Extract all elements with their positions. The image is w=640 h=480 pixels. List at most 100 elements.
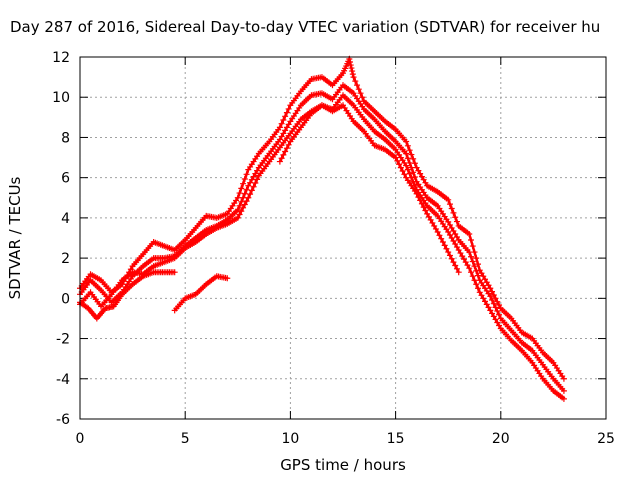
data-point xyxy=(485,304,492,311)
data-point xyxy=(455,269,462,276)
data-point xyxy=(408,151,415,158)
data-point xyxy=(283,109,290,116)
data-point xyxy=(411,160,418,167)
data-point xyxy=(450,259,457,266)
data-point xyxy=(254,167,261,174)
data-point xyxy=(240,204,247,211)
y-tick-label: 8 xyxy=(61,130,70,146)
data-point xyxy=(349,71,356,78)
data-point xyxy=(404,166,411,173)
data-point xyxy=(489,310,496,317)
data-point xyxy=(496,311,503,318)
data-point xyxy=(446,252,453,259)
data-point xyxy=(282,113,289,120)
data-point xyxy=(276,158,283,165)
data-point xyxy=(247,191,254,198)
data-point xyxy=(411,173,418,180)
data-point xyxy=(234,206,241,213)
data-point xyxy=(424,210,431,217)
data-point xyxy=(466,249,473,256)
data-point xyxy=(432,225,439,232)
data-point xyxy=(397,164,404,171)
series-track-1 xyxy=(77,55,567,382)
series-track-4 xyxy=(77,269,178,322)
data-point xyxy=(171,269,178,276)
data-point xyxy=(243,171,250,178)
data-series xyxy=(77,55,567,402)
data-point xyxy=(236,211,243,218)
data-point xyxy=(427,216,434,223)
y-tick-label: 4 xyxy=(61,211,70,227)
data-point xyxy=(280,130,287,137)
data-point xyxy=(415,167,422,174)
data-point xyxy=(436,232,443,239)
series-track-5 xyxy=(171,273,231,314)
data-point xyxy=(434,228,441,235)
data-point xyxy=(280,151,287,158)
data-point xyxy=(471,249,478,256)
data-point xyxy=(283,124,290,131)
data-point xyxy=(420,176,427,183)
data-point xyxy=(438,235,445,242)
data-point xyxy=(467,253,474,260)
data-point xyxy=(455,247,462,254)
data-point xyxy=(482,298,489,305)
data-point xyxy=(489,297,496,304)
data-point xyxy=(446,221,453,228)
data-point xyxy=(278,155,285,162)
data-point xyxy=(466,265,473,272)
data-point xyxy=(431,222,438,229)
data-point xyxy=(238,185,245,192)
data-point xyxy=(401,171,408,178)
data-point xyxy=(347,59,354,66)
data-point xyxy=(406,170,413,177)
data-point xyxy=(285,121,292,128)
data-point xyxy=(359,94,366,101)
data-point xyxy=(482,276,489,283)
axis-ticks: -6 -4 -2 0 2 4 6 8 10 12 0 5 10 15 20 25 xyxy=(52,50,615,447)
data-point xyxy=(476,289,483,296)
data-point xyxy=(457,250,464,257)
data-point xyxy=(276,124,283,131)
data-point xyxy=(252,180,259,187)
data-point xyxy=(475,285,482,292)
data-point xyxy=(453,244,460,251)
data-point xyxy=(410,178,417,185)
data-point xyxy=(422,179,429,186)
chart-title: Day 287 of 2016, Sidereal Day-to-day VTE… xyxy=(10,18,601,36)
x-axis-label: GPS time / hours xyxy=(280,456,406,474)
data-point xyxy=(283,145,290,152)
data-point xyxy=(276,136,283,143)
data-point xyxy=(254,176,261,183)
data-point xyxy=(282,148,289,155)
data-point xyxy=(492,316,499,323)
data-point xyxy=(492,295,499,302)
data-point xyxy=(480,273,487,280)
data-point xyxy=(496,302,503,309)
data-point xyxy=(485,282,492,289)
data-point xyxy=(415,194,422,201)
data-point xyxy=(490,291,497,298)
data-point xyxy=(453,218,460,225)
series-line xyxy=(78,83,565,392)
data-point xyxy=(445,196,452,203)
data-point xyxy=(404,155,411,162)
data-point xyxy=(349,68,356,75)
data-point xyxy=(560,387,567,394)
data-point xyxy=(473,255,480,262)
data-point xyxy=(459,253,466,260)
y-tick-label: -2 xyxy=(56,332,70,348)
data-point xyxy=(282,127,289,134)
data-point xyxy=(238,208,245,215)
data-point xyxy=(478,292,485,299)
x-tick-label: 20 xyxy=(492,431,510,447)
data-point xyxy=(236,190,243,197)
data-point xyxy=(466,230,473,237)
data-point xyxy=(462,259,469,266)
data-point xyxy=(280,117,287,124)
data-point xyxy=(560,395,567,402)
data-point xyxy=(464,262,471,269)
data-point xyxy=(425,213,432,220)
x-tick-label: 5 xyxy=(181,431,190,447)
data-point xyxy=(247,179,254,186)
